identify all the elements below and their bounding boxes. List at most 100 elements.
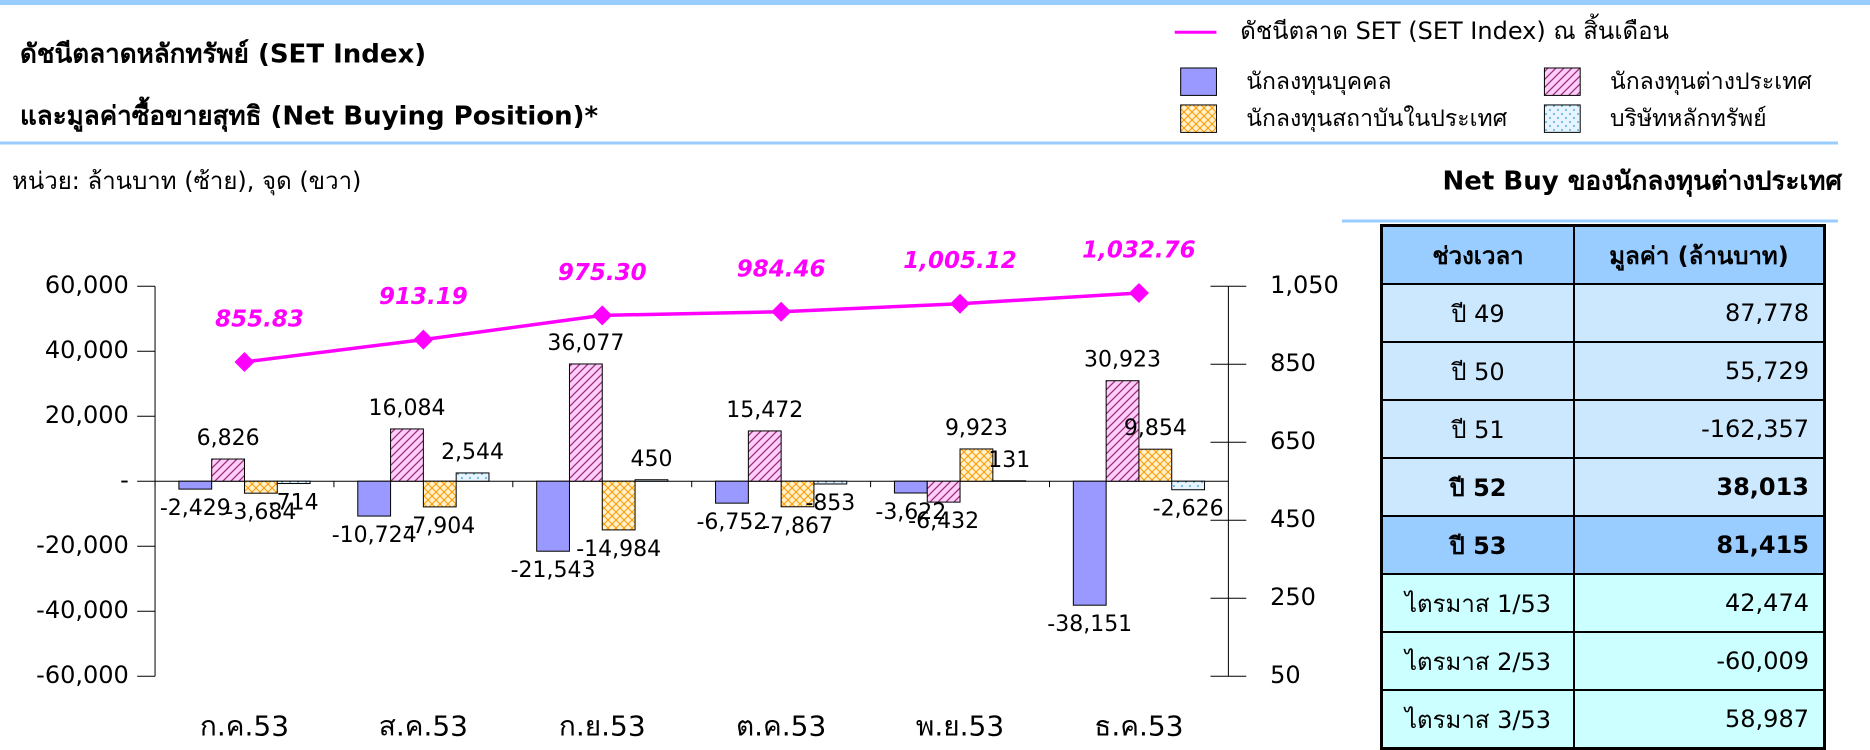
bar-value-label: -38,151 — [1047, 612, 1132, 637]
bar — [537, 481, 570, 551]
bar — [1073, 481, 1106, 605]
bar-value-label: -2,429 — [160, 496, 231, 521]
legend-label: บริษัทหลักทรัพย์ — [1610, 105, 1767, 132]
table-cell: ปี 49 — [1382, 284, 1575, 342]
legend-swatch — [1181, 105, 1217, 132]
bar-value-label: 36,077 — [547, 331, 624, 356]
unit-label: หน่วย: ล้านบาท (ซ้าย), จุด (ขวา) — [12, 167, 361, 196]
bar-value-label: -6,432 — [908, 509, 979, 534]
legend-label: นักลงทุนต่างประเทศ — [1610, 69, 1812, 95]
bar — [1139, 449, 1172, 481]
bar-value-label: 15,472 — [726, 398, 803, 423]
table-row: ปี 51-162,357 — [1382, 400, 1825, 458]
x-tick-label: พ.ย.53 — [916, 709, 1004, 740]
bar-value-label: 9,923 — [945, 416, 1008, 441]
bar — [635, 480, 668, 481]
bar-value-label: 131 — [988, 448, 1030, 473]
x-tick-label: ต.ค.53 — [736, 709, 826, 740]
y-tick-label: -40,000 — [36, 596, 129, 624]
index-marker — [771, 302, 791, 322]
bar — [391, 429, 424, 481]
y2-tick-label: 650 — [1270, 427, 1316, 455]
index-value-label: 913.19 — [379, 284, 468, 310]
bar — [277, 481, 310, 483]
chart-subtitle: และมูลค่าซื้อขายสุทธิ (Net Buying Positi… — [20, 96, 599, 133]
bar — [179, 481, 212, 489]
bar-value-label: 2,544 — [441, 440, 504, 465]
bar-value-label: 9,854 — [1124, 416, 1187, 441]
table-cell: 81,415 — [1574, 516, 1825, 574]
table-cell: ปี 53 — [1382, 516, 1575, 574]
y2-tick-label: 1,050 — [1270, 271, 1339, 299]
bar-value-label: -21,543 — [511, 558, 596, 583]
index-marker — [234, 352, 254, 372]
y-tick-label: -60,000 — [36, 661, 129, 689]
bar — [927, 481, 960, 502]
bar-value-label: 16,084 — [368, 396, 445, 421]
index-value-label: 1,005.12 — [903, 248, 1017, 274]
table-cell: ไตรมาส 2/53 — [1382, 632, 1575, 690]
legend-swatch — [1544, 68, 1580, 95]
table-cell: 38,013 — [1574, 458, 1825, 516]
y-tick-label: 20,000 — [45, 401, 129, 429]
table-cell: -162,357 — [1574, 400, 1825, 458]
bar — [1172, 481, 1205, 490]
x-tick-label: ส.ค.53 — [379, 709, 468, 740]
bar — [423, 481, 456, 507]
x-tick-label: ธ.ค.53 — [1094, 709, 1183, 740]
index-marker — [592, 305, 612, 325]
table-header: มูลค่า (ล้านบาท) — [1574, 226, 1825, 285]
bar — [212, 459, 245, 481]
table-cell: 55,729 — [1574, 342, 1825, 400]
table-title: Net Buy ของนักลงทุนต่างประเทศ — [1443, 167, 1843, 198]
top-border — [0, 0, 1870, 5]
y-tick-label: 60,000 — [45, 271, 129, 299]
bar-value-label: 450 — [630, 447, 672, 472]
index-value-label: 984.46 — [737, 256, 826, 282]
index-marker — [413, 330, 433, 350]
y-tick-label: -20,000 — [36, 531, 129, 559]
y2-tick-label: 50 — [1270, 661, 1301, 689]
bar-value-label: -2,626 — [1153, 497, 1224, 522]
table-header: ช่วงเวลา — [1382, 226, 1575, 285]
table-row: ไตรมาส 2/53-60,009 — [1382, 632, 1825, 690]
bar-value-label: -7,904 — [404, 514, 475, 539]
legend-label: นักลงทุนบุคคล — [1246, 69, 1391, 95]
bar-value-label: -714 — [269, 491, 319, 516]
table-cell: ปี 50 — [1382, 342, 1575, 400]
bar — [569, 364, 602, 481]
legend-swatch — [1544, 105, 1580, 132]
y2-tick-label: 850 — [1270, 349, 1316, 377]
table-cell: ปี 52 — [1382, 458, 1575, 516]
x-tick-label: ก.ย.53 — [559, 709, 646, 740]
legend-swatch — [1181, 68, 1217, 95]
bar-value-label: -853 — [805, 491, 855, 516]
bar — [748, 431, 781, 481]
index-value-label: 1,032.76 — [1082, 237, 1196, 263]
bar — [894, 481, 927, 493]
table-cell: 87,778 — [1574, 284, 1825, 342]
index-value-label: 975.30 — [558, 260, 647, 286]
y-tick-label: - — [120, 466, 129, 494]
y2-tick-label: 250 — [1270, 583, 1316, 611]
bar — [716, 481, 749, 503]
table-cell: 42,474 — [1574, 574, 1825, 632]
legend-label: นักลงทุนสถาบันในประเทศ — [1246, 105, 1507, 132]
bar-value-label: -6,752 — [696, 510, 767, 535]
index-value-label: 855.83 — [215, 306, 304, 332]
bar — [358, 481, 391, 516]
bar-value-label: -14,984 — [576, 537, 661, 562]
bar-value-label: 30,923 — [1084, 348, 1161, 373]
legend-label: ดัชนีตลาด SET (SET Index) ณ สิ้นเดือน — [1240, 13, 1669, 45]
index-marker — [1129, 283, 1149, 303]
bar-value-label: -7,867 — [762, 514, 833, 539]
table-cell: ปี 51 — [1382, 400, 1575, 458]
chart-title: ดัชนีตลาดหลักทรัพย์ (SET Index) — [20, 39, 426, 70]
table-cell: -60,009 — [1574, 632, 1825, 690]
